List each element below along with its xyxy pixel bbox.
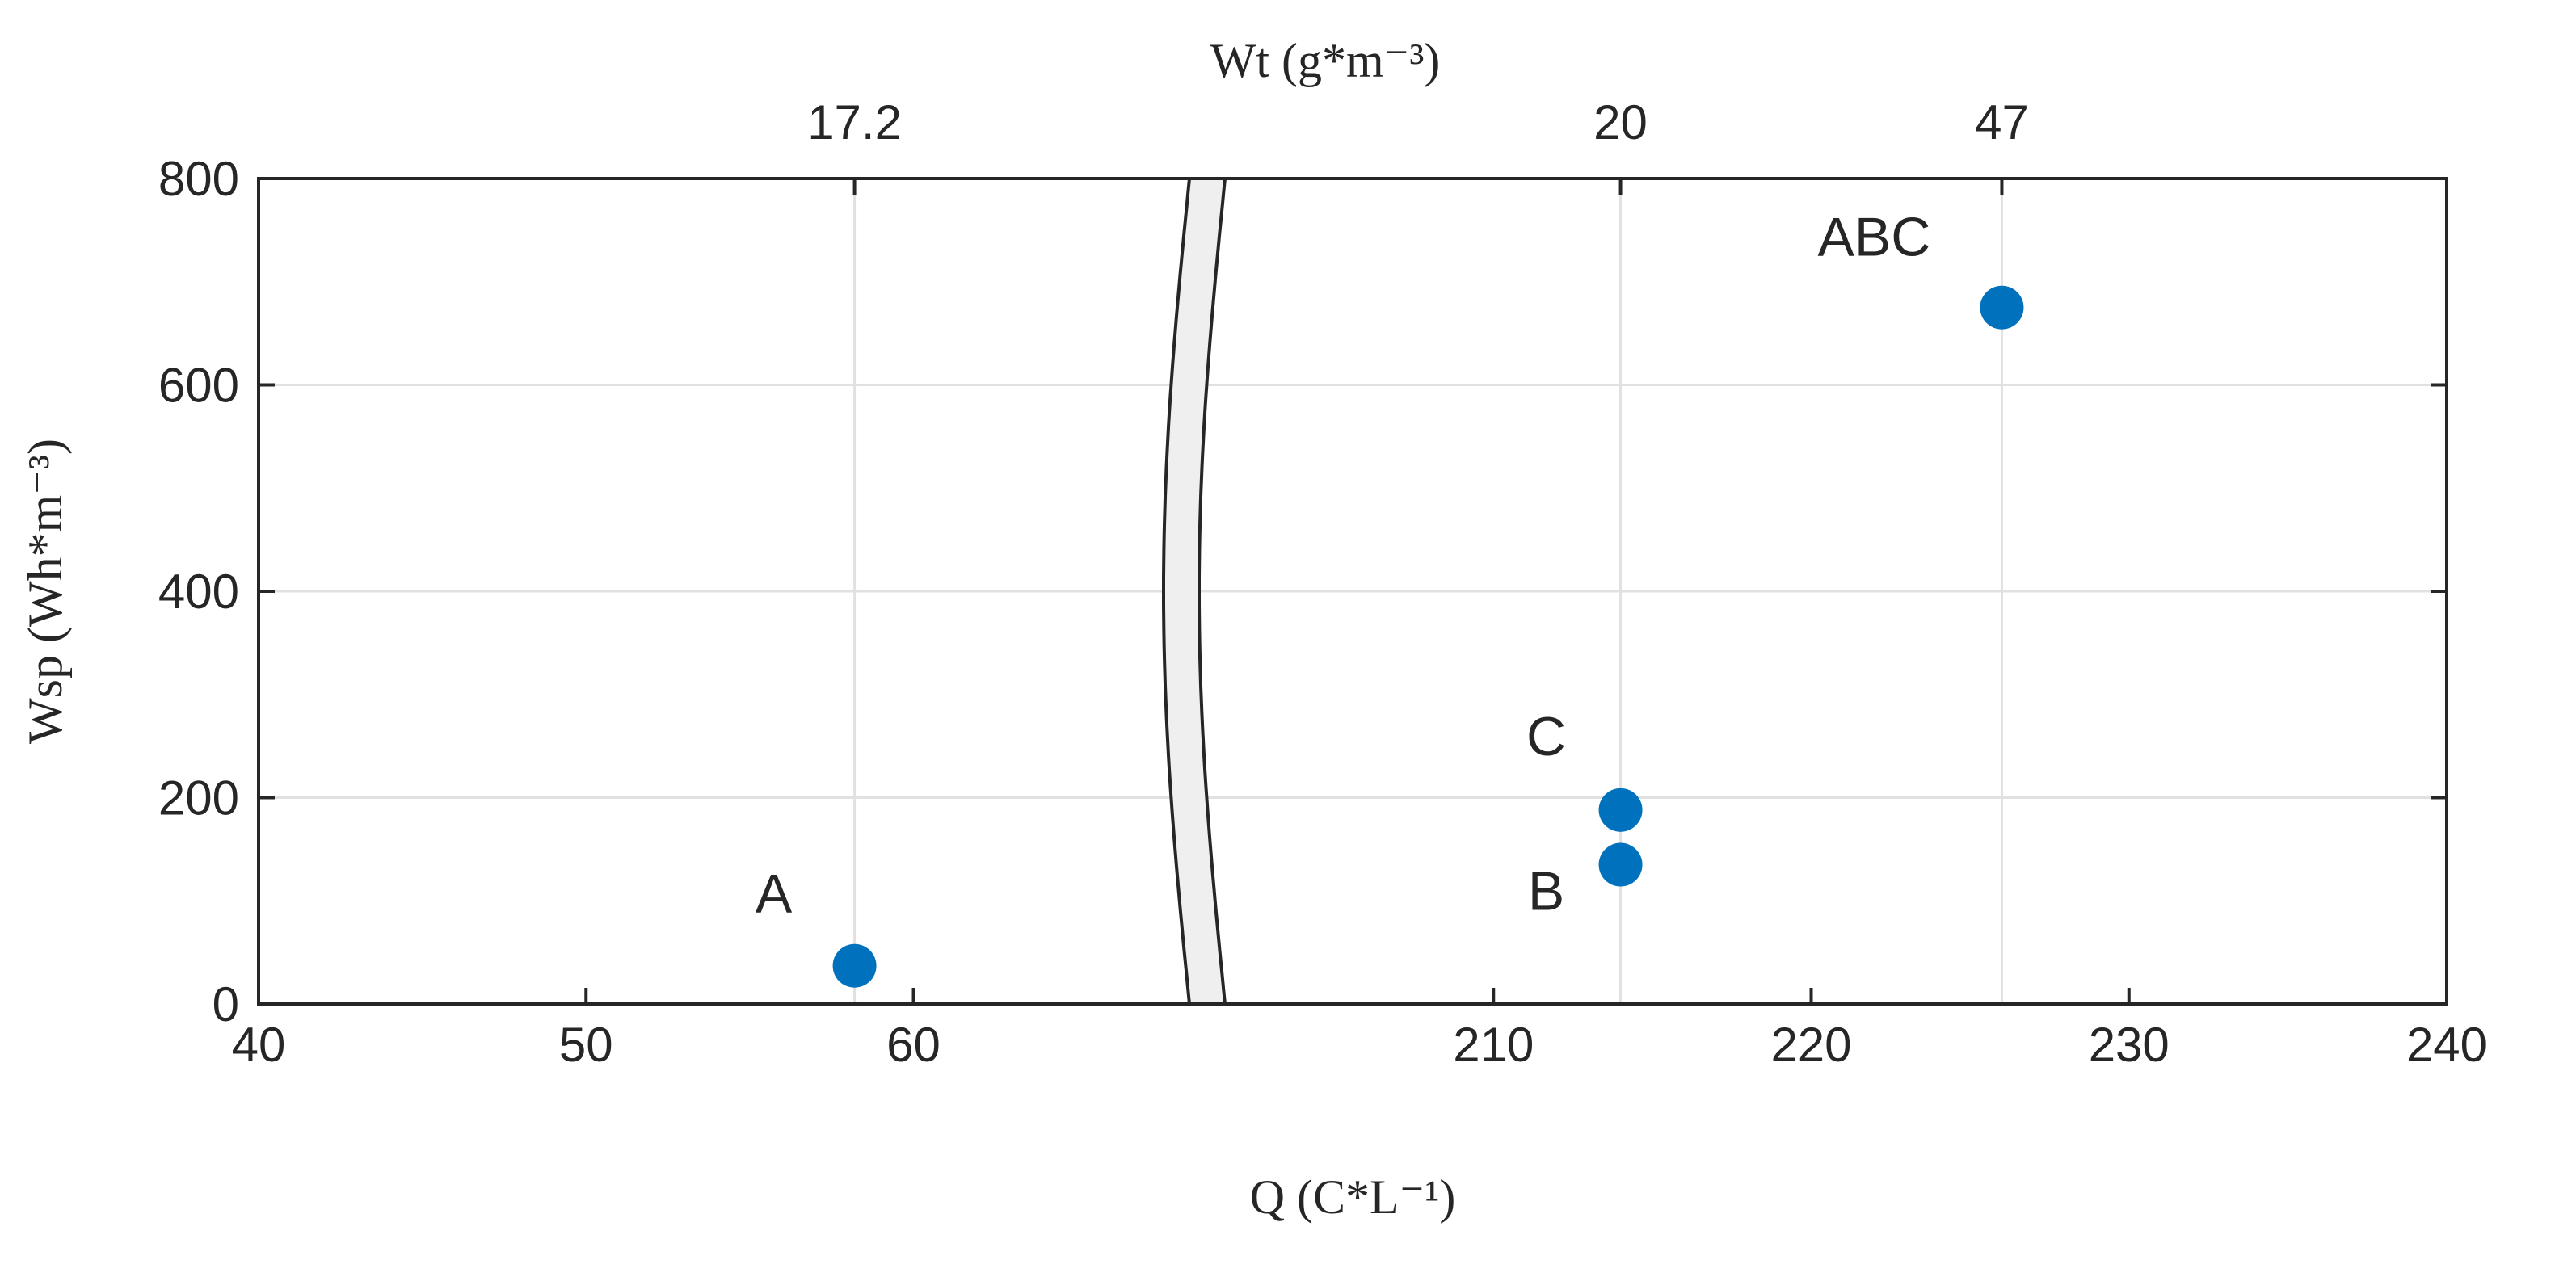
x-tick-label: 230 [2089, 1018, 2170, 1072]
y-axis-title: Wsp (Wh*m⁻³) [19, 439, 72, 744]
y-tick-label: 800 [158, 152, 239, 206]
x-tick-label: 60 [886, 1018, 941, 1072]
x-tick-label: 220 [1770, 1018, 1851, 1072]
data-point [1598, 788, 1643, 832]
top-tick-label: 20 [1593, 95, 1648, 149]
y-tick-label: 200 [158, 771, 239, 825]
point-label: C [1526, 706, 1566, 767]
y-tick-label: 0 [213, 977, 239, 1031]
x-axis-title: Q (C*L⁻¹) [1250, 1170, 1456, 1224]
grid-lines [259, 179, 2447, 1004]
top-axis-title: Wt (g*m⁻³) [1210, 34, 1441, 87]
axis-break-band [1164, 179, 1225, 1004]
data-point [1598, 842, 1643, 887]
x-tick-label: 240 [2406, 1018, 2487, 1072]
data-point [832, 943, 877, 988]
top-tick-label: 47 [1975, 95, 2029, 149]
tick-labels: 0 200 400 600 800 17.2 20 47 40 50 60 210 220 230 240 [158, 95, 2487, 1072]
data-points [832, 285, 2024, 988]
y-tick-label: 400 [158, 565, 239, 619]
x-tick-label: 50 [559, 1018, 613, 1072]
y-tick-label: 600 [158, 359, 239, 413]
data-point [1980, 285, 2024, 330]
point-label: B [1528, 861, 1564, 922]
x-tick-label: 40 [232, 1018, 286, 1072]
axis-break [1162, 178, 1227, 1005]
point-label: A [756, 863, 793, 925]
point-label: ABC [1818, 207, 1931, 268]
x-tick-label: 210 [1453, 1018, 1534, 1072]
axis-break-edge [1162, 178, 1191, 1005]
top-tick-label: 17.2 [807, 95, 902, 149]
axis-ticks [257, 177, 2448, 1006]
axis-break-edge [1198, 178, 1227, 1005]
